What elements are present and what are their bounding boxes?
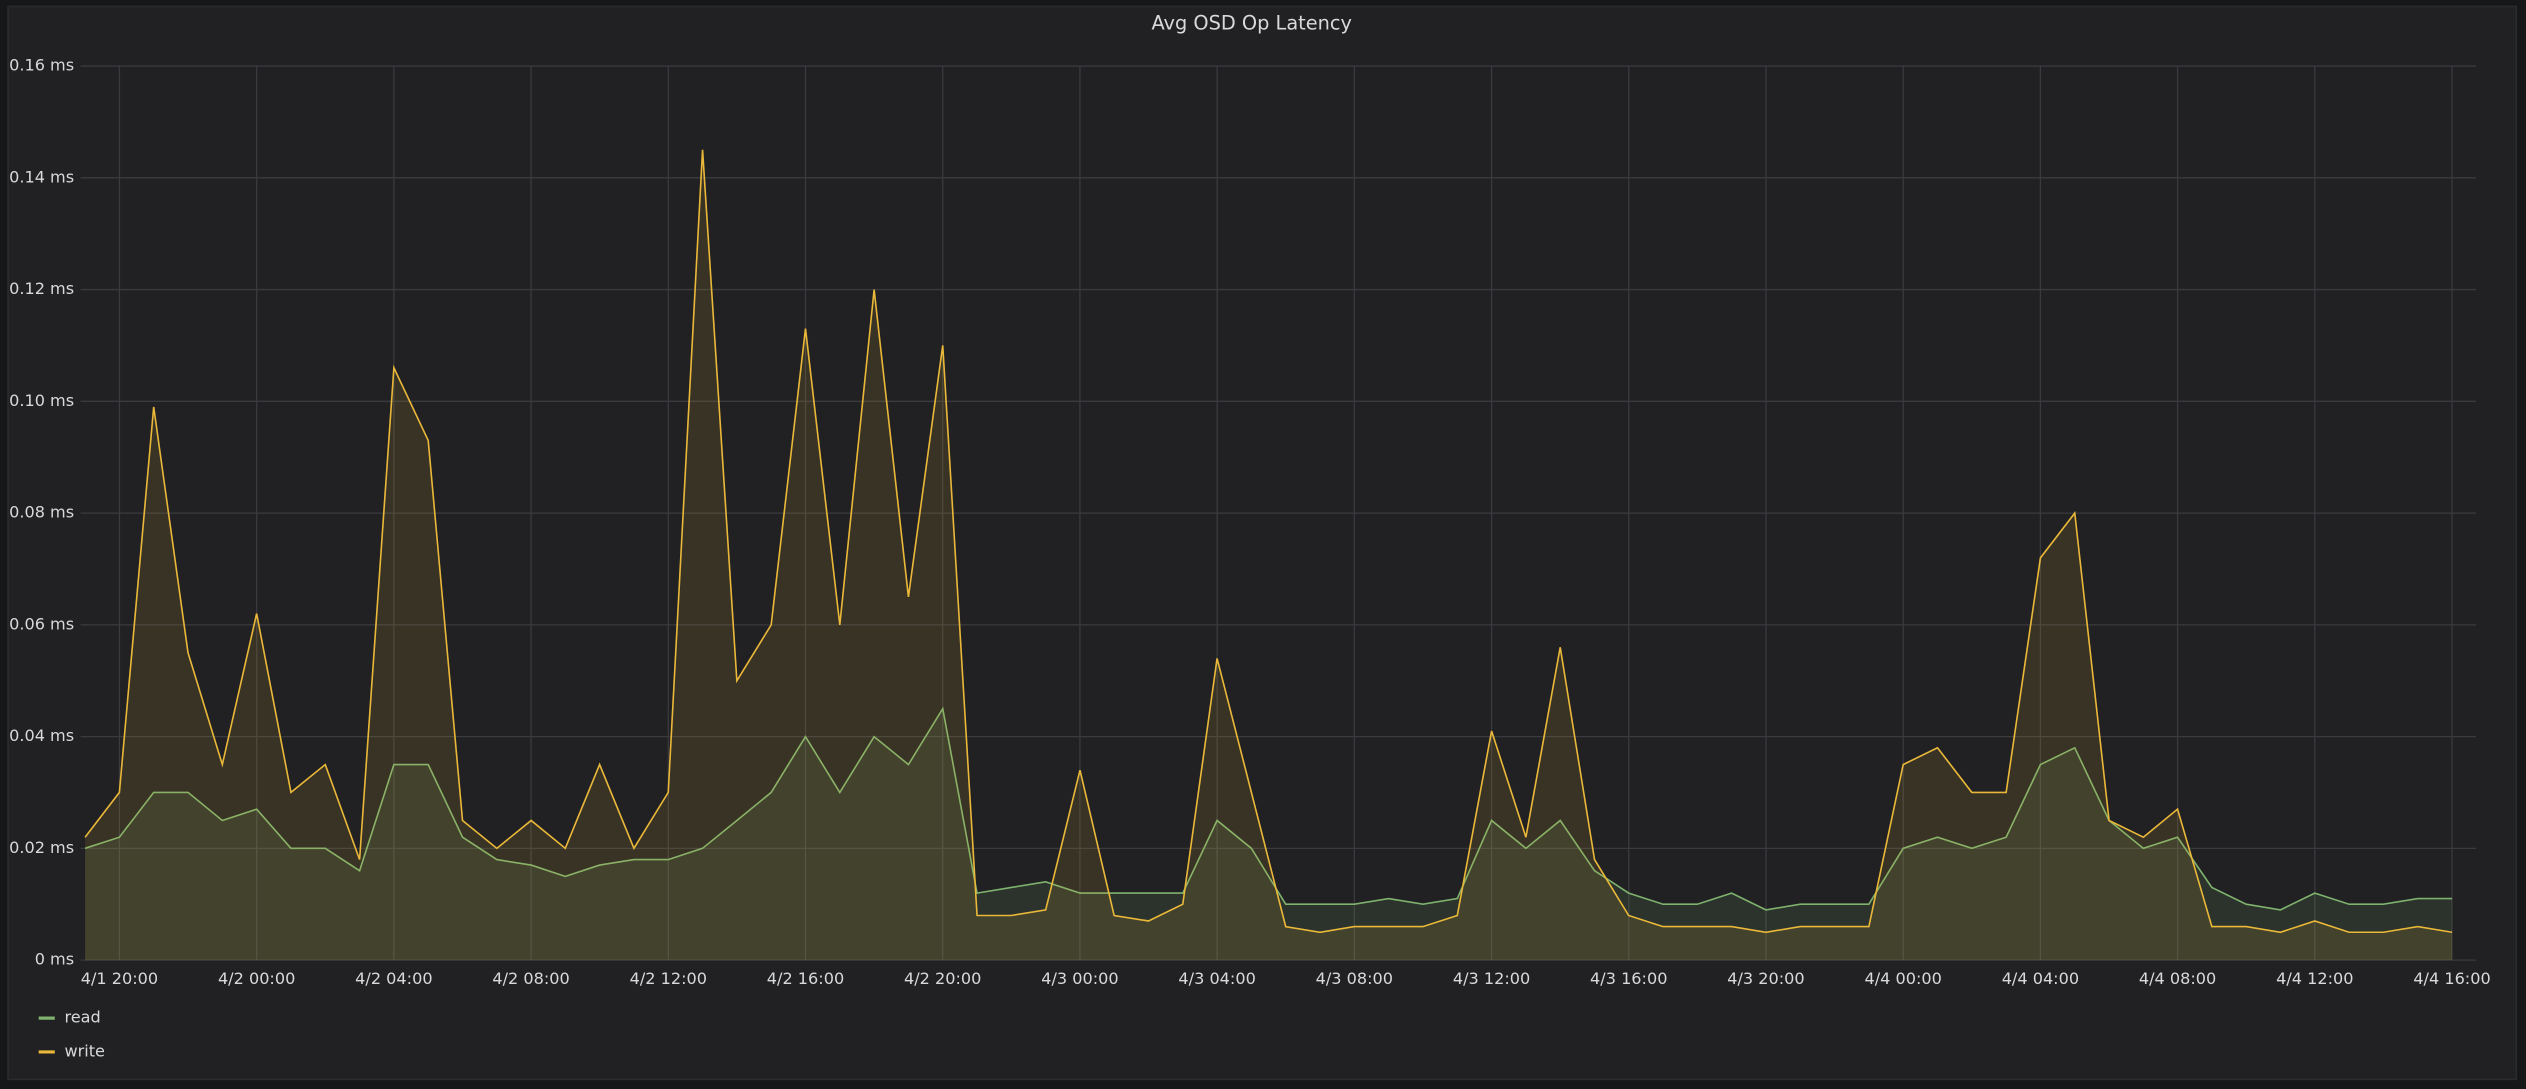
x-tick-label: 4/4 08:00 [2139,969,2216,988]
x-tick-label: 4/2 04:00 [355,969,432,988]
y-tick-label: 0.14 ms [9,167,74,186]
y-tick-label: 0 ms [35,950,74,969]
x-tick-label: 4/2 08:00 [492,969,569,988]
x-tick-label: 4/4 00:00 [1864,969,1941,988]
y-tick-label: 0.06 ms [9,614,74,633]
x-tick-label: 4/1 20:00 [81,969,158,988]
x-tick-label: 4/4 04:00 [2002,969,2079,988]
x-tick-label: 4/3 16:00 [1590,969,1667,988]
legend-label: read [64,1008,100,1027]
x-tick-label: 4/2 12:00 [630,969,707,988]
y-tick-label: 0.02 ms [9,838,74,857]
legend-label: write [64,1041,105,1060]
y-tick-label: 0.12 ms [9,279,74,298]
panel [7,5,2518,1081]
y-tick-label: 0.08 ms [9,503,74,522]
x-tick-label: 4/2 00:00 [218,969,295,988]
x-tick-label: 4/3 12:00 [1453,969,1530,988]
y-tick-label: 0.16 ms [9,56,74,75]
x-tick-label: 4/3 20:00 [1727,969,1804,988]
x-tick-label: 4/3 04:00 [1178,969,1255,988]
series-line [84,706,2453,911]
x-tick-label: 4/2 20:00 [904,969,981,988]
x-tick-label: 4/3 08:00 [1316,969,1393,988]
area-fill [85,149,2453,961]
y-tick-label: 0.10 ms [9,391,74,410]
x-tick-label: 4/2 16:00 [767,969,844,988]
x-tick-label: 4/3 00:00 [1041,969,1118,988]
series-line [84,149,2453,934]
y-tick-label: 0.04 ms [9,726,74,745]
x-tick-label: 4/4 12:00 [2276,969,2353,988]
chart-title: Avg OSD Op Latency [1151,12,1351,35]
area-fill [85,708,2453,961]
x-tick-label: 4/4 16:00 [2413,969,2490,988]
